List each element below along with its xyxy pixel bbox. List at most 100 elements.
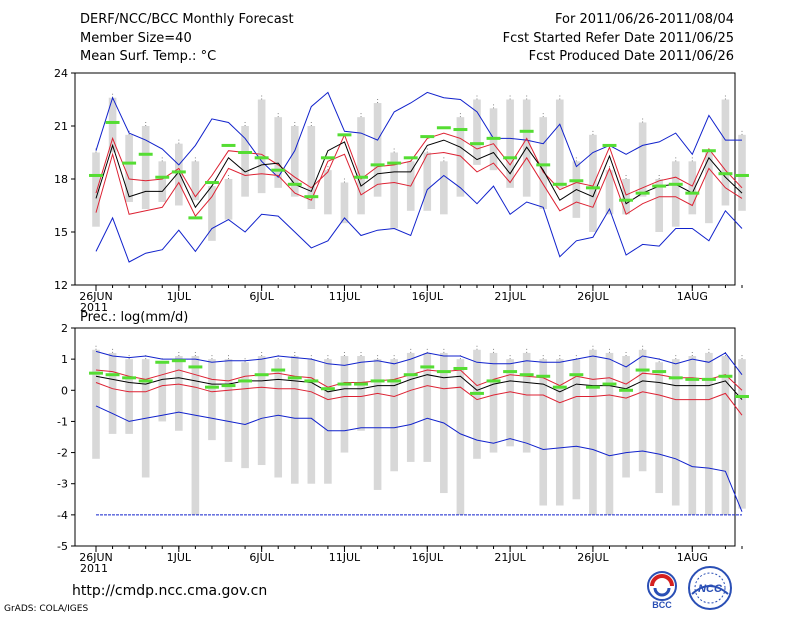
prec-median-mark [320,387,335,391]
prec-spread-box [290,356,299,484]
prec-median-mark [403,373,418,377]
prec-spread-box [605,352,614,515]
temp-ytick-label: 24 [54,67,68,80]
prec-median-mark [238,379,253,383]
prec-median-mark [503,370,518,374]
prec-median-mark [387,379,402,383]
temp-median-mark [271,168,286,172]
temp-median-mark [569,179,584,183]
temp-xtick-label: 11JUL [329,290,361,303]
temp-spread-box [141,126,150,210]
prec-ytick-label: -2 [57,447,68,460]
temp-plot-frame [74,72,736,286]
temp-ytick-label: 21 [54,120,68,133]
prec-median-mark [718,374,733,378]
temp-xtick-year: 2011 [80,301,108,314]
prec-median-mark [453,366,468,370]
prec-median-mark [271,368,286,372]
prec-median-mark [619,388,634,392]
temp-median-mark [254,156,269,160]
temp-xtick-label: 26JUN [79,290,113,303]
temp-xtick-label: 1AUG [677,290,708,303]
prec-median-mark [337,382,352,386]
prec-median-mark [436,370,451,374]
temp-spread-box [622,179,630,215]
temp-median-mark [519,129,534,133]
temp-median-mark [221,143,236,147]
temp-xtick-label: 26JUL [577,290,609,303]
temp-median-mark [238,151,253,154]
prec-ytick-label: -3 [57,478,68,491]
prec-median-mark [635,368,650,372]
temp-spread-box [456,117,465,197]
temp-median-mark [552,182,567,186]
temp-spread-box [357,117,365,215]
temp-median-mark [602,143,617,147]
temp-median-mark [701,149,716,153]
precip-variable-label: Prec.: log(mm/d) [80,310,189,325]
temp-ytick-label: 12 [54,279,68,292]
temp-spread-box [655,179,663,232]
temp-spread-box [158,161,167,202]
temp-spread-box [605,170,614,215]
temp-spread-box [390,152,398,229]
temp-median-mark [685,191,700,195]
temp-spread-box [224,179,233,220]
temp-median-mark [171,170,186,174]
temp-xtick-label: 1JUL [167,290,192,303]
temp-spread-box [555,99,564,188]
prec-median-mark [420,365,435,369]
prec-xtick-label: 1AUG [677,551,708,564]
prec-median-mark [221,384,236,388]
temp-spread-box [208,186,216,241]
prec-spread-box [555,359,564,506]
prec-median-mark [105,373,120,377]
prec-xtick-year: 2011 [80,562,108,575]
temp-median-mark [436,126,451,130]
temp-median-mark [287,182,302,186]
temp-spread-box [175,143,183,206]
temp-spread-box [539,117,548,210]
prec-xtick-label: 1JUL [167,551,192,564]
temp-median-mark [354,175,368,179]
prec-spread-box [688,356,697,515]
temp-spread-box [506,99,514,188]
prec-spread-box [125,359,133,434]
prec-median-mark [652,370,667,374]
temp-spread-box [191,161,200,201]
prec-ytick-label: 0 [61,384,68,397]
temp-median-mark [585,186,600,190]
source-url[interactable]: http://cmdp.ncc.cma.gov.cn [72,583,268,599]
prec-median-mark [486,379,501,383]
prec-spread-box [390,359,398,472]
bcc-logo: BCC [647,571,677,610]
prec-spread-box [406,352,415,462]
prec-median-mark [287,376,302,380]
temp-median-mark [138,152,153,156]
temp-median-mark [668,182,683,186]
prec-median-mark [171,359,186,363]
prec-median-mark [519,373,534,377]
prec-median-mark [188,365,203,369]
temp-spread-box [257,99,266,194]
prec-spread-box [175,356,183,431]
prec-ytick-label: -5 [57,540,68,553]
temp-spread-box [290,126,299,197]
prec-ytick-label: 2 [61,322,68,335]
prec-spread-box [506,359,514,447]
temp-spread-box [671,161,680,227]
ncc-logo-text: NCC [698,583,723,595]
prec-median-mark [536,374,551,378]
ncc-logo: NCC [688,566,732,610]
grads-credit: GrADS: COLA/IGES [4,604,89,614]
temp-spread-box [241,126,249,197]
temp-xtick-label: 21JUL [494,290,526,303]
temp-median-mark [635,191,650,195]
prec-spread-box [473,349,481,459]
temp-median-mark [453,128,468,132]
temp-median-mark [304,195,319,199]
prec-xtick-label: 6JUL [249,551,274,564]
prec-ytick-label: -4 [57,509,68,522]
prec-spread-box [671,359,680,506]
prec-spread-box [456,359,465,515]
